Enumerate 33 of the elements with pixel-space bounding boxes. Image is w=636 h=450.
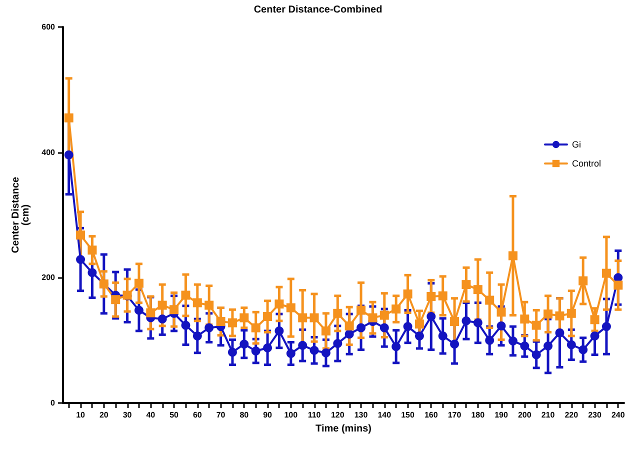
x-tick-label: 80 — [240, 410, 250, 420]
x-tick-label: 110 — [308, 410, 322, 420]
x-tick-label: 120 — [330, 410, 345, 420]
x-tick-label: 10 — [76, 410, 86, 420]
x-tick-label: 180 — [471, 410, 486, 420]
x-tick-label: 90 — [263, 410, 273, 420]
x-tick-label: 130 — [354, 410, 368, 420]
chart-title: Center Distance-Combined — [254, 4, 382, 16]
x-tick-label: 70 — [216, 410, 226, 420]
x-tick-label: 210 — [541, 410, 556, 420]
x-tick-label: 220 — [564, 410, 579, 420]
x-tick-label: 170 — [448, 410, 462, 420]
y-tick-label: 600 — [42, 22, 56, 32]
legend-label: Gi — [572, 140, 581, 150]
x-tick-label: 140 — [378, 410, 392, 420]
x-tick-label: 190 — [494, 410, 508, 420]
y-tick-label: 0 — [50, 398, 56, 408]
x-tick-label: 150 — [401, 410, 415, 420]
x-tick-label: 240 — [611, 410, 626, 420]
x-tick-label: 20 — [99, 410, 109, 420]
x-tick-label: 230 — [588, 410, 602, 420]
x-tick-label: 60 — [192, 410, 202, 420]
x-tick-label: 50 — [170, 410, 180, 420]
x-tick-label: 100 — [284, 410, 298, 420]
x-tick-label: 200 — [518, 410, 532, 420]
x-axis-title: Time (mins) — [316, 423, 372, 434]
legend-label: Control — [572, 158, 602, 168]
x-tick-label: 30 — [122, 410, 132, 420]
y-axis-title: Center Distance (cm) — [10, 176, 32, 254]
x-tick-label: 40 — [146, 410, 156, 420]
x-tick-label: 160 — [424, 410, 438, 420]
y-tick-label: 200 — [42, 273, 56, 282]
y-tick-label: 400 — [42, 148, 56, 157]
